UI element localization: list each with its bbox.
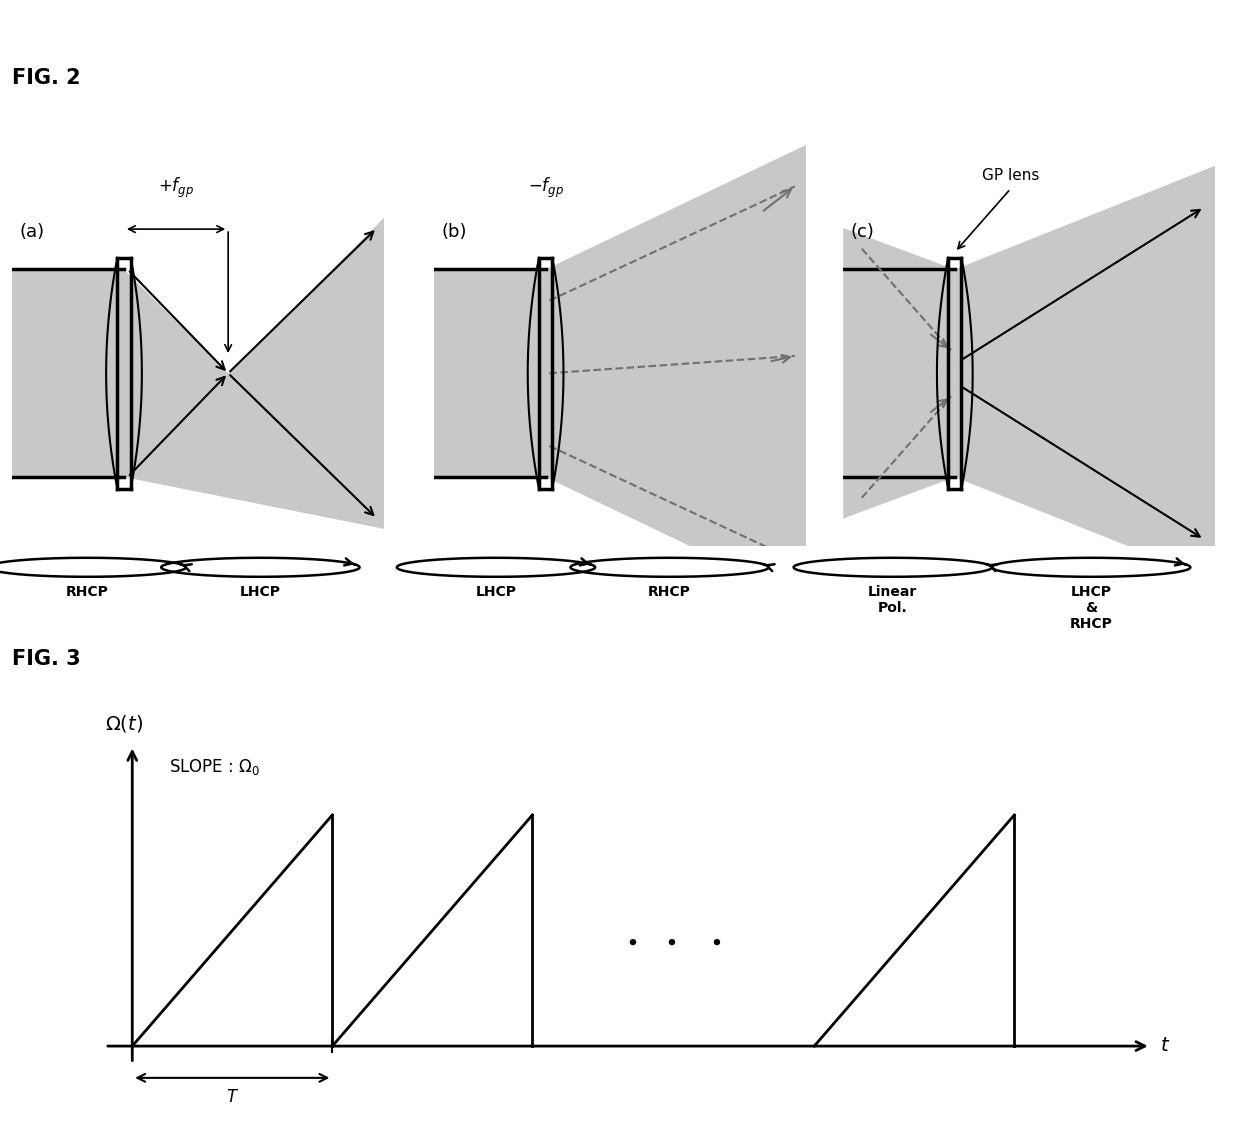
- Text: LHCP: LHCP: [475, 585, 517, 599]
- Polygon shape: [12, 270, 124, 477]
- Polygon shape: [546, 145, 806, 602]
- Polygon shape: [955, 166, 1215, 580]
- Text: LHCP
&
RHCP: LHCP & RHCP: [1070, 585, 1112, 632]
- Text: $\Omega(t)$: $\Omega(t)$: [105, 714, 143, 734]
- Text: SLOPE : $\Omega_0$: SLOPE : $\Omega_0$: [169, 757, 259, 777]
- Text: (a): (a): [20, 223, 45, 240]
- Text: $t$: $t$: [1159, 1037, 1171, 1055]
- Text: FIG. 3: FIG. 3: [12, 649, 81, 669]
- Text: RHCP: RHCP: [649, 585, 691, 599]
- Text: RHCP: RHCP: [66, 585, 108, 599]
- Polygon shape: [124, 217, 384, 529]
- Text: FIG. 2: FIG. 2: [12, 68, 81, 89]
- Text: Linear
Pol.: Linear Pol.: [868, 585, 918, 615]
- Polygon shape: [843, 228, 955, 519]
- Polygon shape: [434, 270, 546, 477]
- Text: (c): (c): [851, 223, 874, 240]
- Text: $-f_{gp}$: $-f_{gp}$: [527, 176, 564, 200]
- Text: (b): (b): [441, 223, 467, 240]
- Text: LHCP: LHCP: [239, 585, 281, 599]
- Text: $T$: $T$: [226, 1089, 239, 1106]
- Text: GP lens: GP lens: [982, 168, 1039, 183]
- Text: $+f_{gp}$: $+f_{gp}$: [157, 176, 195, 200]
- Text: $\bullet \quad \bullet \quad \bullet$: $\bullet \quad \bullet \quad \bullet$: [625, 932, 722, 953]
